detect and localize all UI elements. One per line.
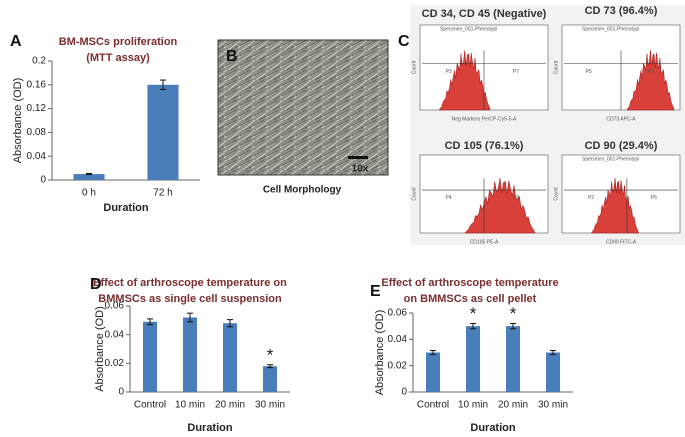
x-tick-label: Control [417, 400, 449, 411]
x-tick-label: 30 min [538, 400, 568, 411]
bar [147, 84, 179, 180]
flow-title: CD 73 (96.4%) [585, 5, 658, 17]
y-tick-label: 0.12 [27, 103, 47, 114]
gate-label: P7 [513, 69, 519, 75]
chart-title: (MTT assay) [86, 52, 150, 64]
significance: * [267, 345, 274, 364]
bar [223, 323, 237, 392]
y-tick-label: 0.06 [388, 308, 408, 319]
bar [506, 326, 520, 392]
x-tick-label: 10 min [175, 400, 205, 411]
flow-title: CD 34, CD 45 (Negative) [422, 8, 547, 20]
specimen: Specimen_001-Phenotypi [440, 26, 497, 32]
gate-label: P3 [446, 69, 452, 75]
y-axis-label: Count [553, 60, 559, 74]
y-tick-label: 0 [118, 387, 124, 398]
bar [263, 366, 277, 392]
y-tick-label: 0.04 [388, 334, 408, 345]
x-tick-label: 20 min [215, 400, 245, 411]
y-axis-label: Count [553, 187, 559, 201]
y-tick-label: 0.08 [27, 127, 47, 138]
specimen: Specimen_001-Phenotypi [582, 156, 639, 162]
panel-label: D [90, 276, 102, 293]
y-tick-label: 0.02 [388, 360, 408, 371]
panel-label: E [370, 283, 381, 300]
gate-label: P9 [648, 69, 654, 75]
chart-title: on BMMSCs as cell pellet [404, 293, 537, 305]
flow-title: CD 105 (76.1%) [445, 140, 524, 152]
bar [143, 321, 157, 392]
panel-label: A [10, 33, 22, 50]
x-tick-label: 10 min [458, 400, 488, 411]
x-axis-label: Neg Markers PerCP-Cy5-5-A [452, 116, 517, 122]
y-axis-label: Absorbance (OD) [94, 306, 106, 392]
gate-label: P2 [588, 195, 594, 201]
bar [426, 352, 440, 392]
y-axis-label: Absorbance (OD) [12, 78, 24, 164]
y-tick-label: 0.06 [105, 301, 125, 312]
x-tick-label: 20 min [498, 400, 528, 411]
chart-title: BM-MSCs proliferation [59, 36, 178, 48]
histogram [626, 50, 675, 111]
x-axis-label: CD90 FITC-A [606, 239, 637, 245]
scale-bar [348, 156, 368, 159]
cell-photo [217, 39, 389, 176]
y-tick-label: 0.16 [27, 79, 47, 90]
significance: * [470, 304, 477, 323]
y-tick-label: 0.04 [105, 329, 125, 340]
specimen: Specimen_001-Phenotypi [582, 26, 639, 32]
histogram [438, 50, 491, 111]
y-axis-label: Absorbance (OD) [374, 310, 386, 396]
y-tick-label: 0.04 [27, 151, 47, 162]
y-tick-label: 0 [401, 387, 407, 398]
bar [466, 326, 480, 392]
significance: * [510, 304, 517, 323]
bar [183, 317, 197, 392]
gate-label: P8 [513, 195, 519, 201]
bar [546, 352, 560, 392]
x-axis-label: CD73 APC-A [606, 116, 636, 122]
y-tick-label: 0.02 [105, 358, 125, 369]
bar [73, 174, 105, 180]
x-axis-label: Duration [470, 422, 516, 434]
chart-title: Effect of arthroscope temperature [381, 277, 558, 289]
flow-title: CD 90 (29.4%) [585, 140, 658, 152]
x-tick-label: 72 h [153, 188, 172, 199]
histogram [464, 178, 536, 234]
scale-label: 10x [352, 164, 369, 175]
gate-label: P4 [446, 195, 452, 201]
y-tick-label: 0.2 [32, 56, 46, 67]
chart-title: Effect of arthroscope temperature on [93, 277, 287, 289]
x-axis-label: Duration [187, 422, 233, 434]
x-axis-label: Duration [103, 202, 149, 214]
photo-caption: Cell Morphology [263, 185, 342, 196]
x-tick-label: Control [134, 400, 166, 411]
y-tick-label: 0 [40, 175, 46, 186]
gate-label: P6 [651, 195, 657, 201]
panel-label: B [226, 48, 238, 65]
panel-label: C [398, 33, 410, 50]
gate-label: P5 [586, 69, 592, 75]
x-axis-label: CD105 PE-A [470, 239, 499, 245]
x-tick-label: 30 min [255, 400, 285, 411]
y-axis-label: Count [411, 60, 417, 74]
x-tick-label: 0 h [82, 188, 96, 199]
chart-title: BMMSCs as single cell suspension [98, 293, 282, 305]
y-axis-label: Count [411, 187, 417, 201]
